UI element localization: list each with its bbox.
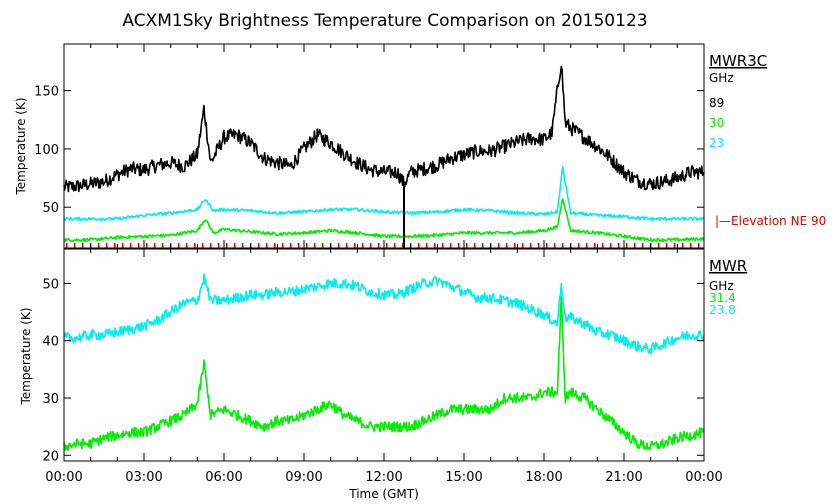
- legend-entry-23: 23: [709, 136, 724, 150]
- x-tick-labels: 00:00 03:00 06:00 09:00 12:00 15:00 18:00 21:00…: [45, 470, 722, 485]
- x-tick-label: 03:00: [125, 470, 162, 485]
- y-tick-label: 50: [42, 277, 59, 292]
- series-line-30: [63, 198, 705, 243]
- series-line-23: [63, 165, 705, 222]
- series-line-23-8: [63, 273, 705, 355]
- top-legend-unit: GHz: [709, 71, 734, 85]
- x-axis-label: Time (GMT): [348, 487, 419, 500]
- top-y-axis-label: Temperature (K): [14, 97, 28, 195]
- legend-entry-89: 89: [709, 96, 724, 110]
- bottom-series-group: [63, 273, 705, 452]
- x-tick-label: 00:00: [45, 470, 82, 485]
- x-tick-label: 06:00: [205, 470, 242, 485]
- x-tick-label: 21:00: [605, 470, 642, 485]
- x-tick-label: 18:00: [525, 470, 562, 485]
- legend-entry-30: 30: [709, 116, 724, 130]
- x-tick-label: 09:00: [285, 470, 322, 485]
- elevation-marker-row: [65, 243, 700, 248]
- chart-title: ACXM1Sky Brightness Temperature Comparis…: [122, 11, 647, 31]
- series-line-31-4: [63, 295, 705, 452]
- series-line-89: [63, 65, 705, 193]
- y-tick-label: 150: [34, 85, 59, 100]
- top-legend-title: MWR3C: [709, 52, 767, 70]
- bottom-axes: 20 30 40 50: [42, 249, 705, 464]
- bottom-legend-title: MWR: [709, 257, 747, 275]
- y-tick-label: 100: [34, 143, 59, 158]
- top-legend-entries: 89 30 23: [709, 96, 724, 150]
- legend-entry-23-8: 23.8: [709, 303, 736, 317]
- y-tick-label: 50: [42, 201, 59, 216]
- bottom-panel: 20 30 40 50 Temperature (K) MWR GHz 31.423.…: [19, 248, 747, 464]
- bottom-legend-entries: 31.423.8: [709, 291, 736, 317]
- x-tick-label: 15:00: [445, 470, 482, 485]
- y-tick-label: 40: [42, 335, 59, 350]
- top-panel: 50 100 150 Temperature (K) MWR3C GHz 89 30 2…: [14, 43, 826, 249]
- top-axes: 50 100 150: [34, 44, 705, 248]
- x-tick-label: 12:00: [365, 470, 402, 485]
- bottom-y-axis-label: Temperature (K): [19, 307, 33, 405]
- elevation-annotation: |—Elevation NE 90: [715, 214, 826, 228]
- legend-entry-31-4: 31.4: [709, 291, 736, 305]
- x-tick-label: 00:00: [685, 470, 722, 485]
- top-series-group: [63, 65, 705, 248]
- top-plot-frame: [63, 43, 705, 249]
- bottom-legend-unit: GHz: [709, 279, 734, 293]
- y-tick-label: 30: [42, 392, 59, 407]
- y-tick-label: 20: [42, 449, 59, 464]
